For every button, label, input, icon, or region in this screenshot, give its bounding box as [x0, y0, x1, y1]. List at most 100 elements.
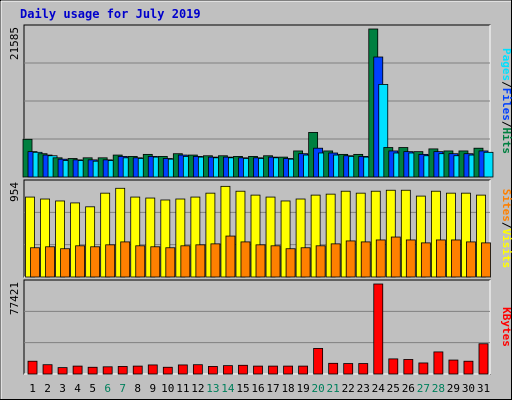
bar-kbytes-day-27 [418, 362, 429, 375]
x-tick-label-26: 26 [402, 382, 415, 395]
legend-hits: Hits [500, 128, 512, 155]
bar-kbytes-day-12 [192, 364, 203, 375]
bar-kbytes-day-10 [162, 366, 173, 375]
legend-pages: Pages [500, 48, 512, 81]
x-tick-label-23: 23 [357, 382, 370, 395]
x-tick-label-27: 27 [417, 382, 430, 395]
bar-kbytes-day-22 [343, 363, 354, 375]
x-tick-label-18: 18 [281, 382, 294, 395]
bar-visits-day-4 [70, 202, 81, 278]
bar-visits-day-12 [190, 196, 201, 278]
x-tick-label-2: 2 [44, 382, 51, 395]
bar-sites-day-17 [270, 245, 281, 278]
bar-visits-day-31 [476, 194, 486, 278]
bar-visits-day-11 [175, 198, 186, 278]
bar-sites-day-30 [466, 241, 476, 278]
bar-kbytes-day-26 [403, 359, 414, 375]
bar-visits-day-24 [370, 190, 381, 278]
bar-visits-day-27 [415, 195, 426, 278]
bar-pages-day-31 [483, 151, 494, 178]
bar-visits-day-20 [310, 194, 321, 278]
bar-sites-day-22 [345, 240, 356, 278]
bar-visits-day-17 [265, 196, 276, 278]
bar-sites-day-6 [105, 244, 116, 278]
bar-sites-day-20 [315, 245, 326, 278]
bar-kbytes-day-2 [42, 364, 53, 375]
x-tick-label-29: 29 [447, 382, 460, 395]
bar-visits-day-15 [235, 190, 246, 278]
x-tick-label-14: 14 [221, 382, 235, 395]
bar-sites-day-8 [135, 245, 146, 278]
bar-kbytes-day-18 [283, 365, 293, 375]
legend-files: Files [500, 88, 512, 121]
bar-sites-day-29 [451, 239, 461, 278]
bar-sites-day-7 [120, 241, 131, 278]
bar-sites-day-10 [165, 247, 176, 278]
bar-visits-day-29 [446, 192, 456, 278]
bar-kbytes-day-4 [72, 365, 83, 375]
x-tick-label-12: 12 [191, 382, 204, 395]
bar-visits-day-22 [340, 190, 351, 278]
y-max-label: 954 [8, 182, 21, 202]
bar-sites-day-26 [405, 239, 416, 278]
x-tick-label-8: 8 [134, 382, 141, 395]
bar-sites-day-18 [285, 248, 296, 278]
x-tick-label-20: 20 [312, 382, 325, 395]
legend-kbytes: KBytes [500, 307, 512, 347]
bar-sites-day-11 [180, 245, 191, 278]
x-tick-label-13: 13 [206, 382, 219, 395]
bar-sites-day-5 [90, 246, 101, 278]
bar-visits-day-10 [160, 199, 171, 278]
bar-visits-day-5 [85, 206, 96, 278]
bar-visits-day-14 [220, 185, 231, 278]
bar-kbytes-day-3 [57, 367, 68, 375]
bar-visits-day-28 [430, 190, 441, 278]
bar-sites-day-4 [75, 245, 86, 278]
bar-kbytes-day-9 [147, 364, 158, 375]
x-tick-label-6: 6 [104, 382, 111, 395]
bar-kbytes-day-16 [253, 365, 263, 375]
bar-sites-day-21 [330, 243, 341, 278]
bar-sites-day-15 [240, 241, 251, 278]
bar-kbytes-day-6 [102, 366, 113, 375]
x-tick-label-28: 28 [432, 382, 445, 395]
legend-visits: Visits [500, 229, 512, 269]
bar-kbytes-day-21 [328, 362, 339, 375]
bar-visits-day-13 [205, 192, 216, 278]
y-max-label: 77421 [8, 282, 21, 315]
bar-visits-day-1 [25, 196, 35, 278]
x-tick-label-31: 31 [477, 382, 490, 395]
bar-pages-day-24 [378, 84, 389, 178]
bar-kbytes-day-29 [448, 359, 459, 375]
bar-visits-day-21 [325, 193, 336, 278]
chart-title: Daily usage for July 2019 [20, 7, 201, 21]
x-tick-label-22: 22 [342, 382, 355, 395]
bar-visits-day-23 [355, 192, 366, 278]
bar-kbytes-day-28 [433, 351, 444, 375]
bar-sites-day-12 [195, 244, 206, 278]
x-tick-label-4: 4 [74, 382, 81, 395]
bar-sites-day-9 [150, 246, 161, 278]
bar-sites-day-3 [60, 248, 70, 278]
x-tick-label-21: 21 [327, 382, 340, 395]
x-tick-label-24: 24 [372, 382, 386, 395]
legend-separator: / [500, 81, 512, 88]
bar-visits-day-16 [250, 194, 261, 278]
x-tick-label-19: 19 [296, 382, 309, 395]
x-tick-label-9: 9 [149, 382, 156, 395]
x-tick-label-7: 7 [119, 382, 126, 395]
y-max-label: 21585 [8, 27, 21, 60]
legend-sites: Sites [500, 189, 512, 222]
bar-visits-day-2 [40, 198, 50, 278]
legend-kbytes: KBytes [500, 307, 512, 347]
x-tick-label-5: 5 [89, 382, 96, 395]
x-tick-label-25: 25 [387, 382, 400, 395]
bar-kbytes-day-19 [298, 365, 308, 375]
bar-sites-day-31 [481, 242, 491, 278]
bar-kbytes-day-23 [358, 363, 369, 375]
bar-visits-day-8 [130, 196, 141, 278]
bar-visits-day-9 [145, 197, 156, 278]
bar-kbytes-day-30 [463, 360, 474, 375]
